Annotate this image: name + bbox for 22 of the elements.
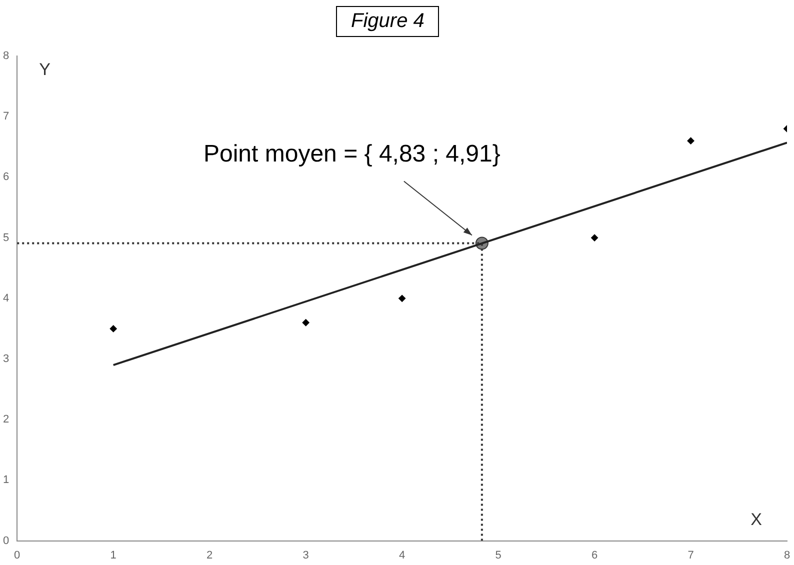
x-tick-label: 5	[495, 549, 502, 562]
y-tick-label: 0	[2, 534, 10, 547]
y-tick-label: 2	[2, 414, 10, 426]
x-tick-label: 1	[110, 549, 116, 562]
x-tick-label: 2	[206, 549, 213, 562]
x-tick-label: 6	[591, 549, 598, 562]
y-axis-title: Y	[39, 60, 50, 80]
y-tick-label: 8	[2, 50, 10, 62]
y-tick-label: 3	[2, 353, 10, 366]
x-tick-label: 3	[302, 549, 309, 562]
x-tick-label: 8	[784, 549, 790, 562]
annotation: Point moyen = { 4,83 ; 4,91}	[203, 140, 500, 168]
y-tick-label: 5	[2, 232, 10, 244]
x-tick-label: 7	[688, 549, 694, 562]
y-tick-label: 7	[2, 110, 10, 123]
x-axis-title: X	[750, 510, 762, 529]
x-tick-label: 0	[14, 549, 20, 562]
x-tick-label: 4	[398, 549, 406, 562]
chart-title: Figure 4	[336, 6, 440, 37]
y-tick-label: 1	[2, 474, 10, 486]
y-tick-label: 6	[2, 171, 10, 184]
y-tick-label: 4	[2, 292, 10, 304]
